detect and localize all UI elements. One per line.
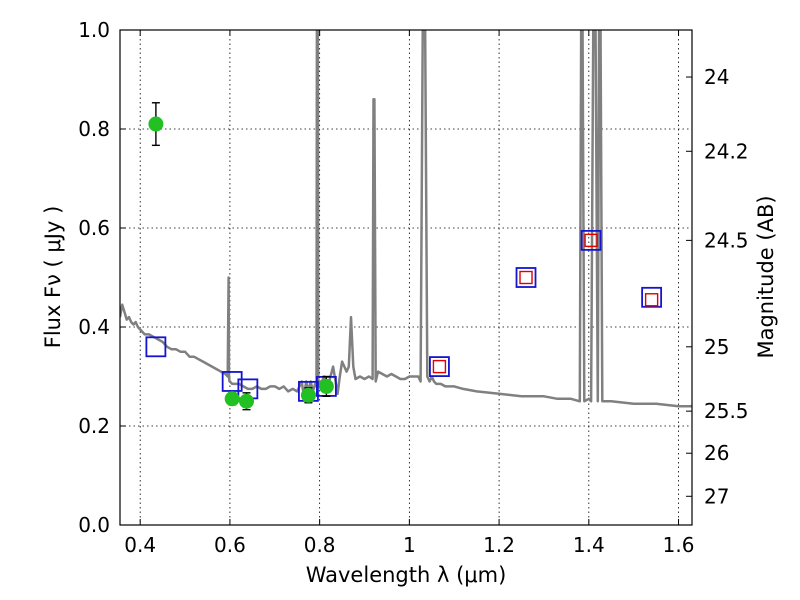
plot-frame	[119, 29, 693, 526]
detection-point	[148, 116, 164, 132]
x-tick-label: 0.4	[124, 533, 156, 557]
x-axis-label: Wavelength λ (μm)	[306, 563, 507, 587]
detection-point	[300, 387, 316, 403]
y2-tick-label: 27	[704, 484, 729, 508]
upper-limit-square	[432, 359, 447, 374]
y-tick-label: 0.0	[78, 513, 110, 537]
x-tick-label: 1	[403, 533, 416, 557]
detection-point	[239, 393, 255, 409]
y-tick-label: 0.4	[78, 315, 110, 339]
ticks: 0.4 0.6 0.8 1 1.2 1.4 1.6 0.0 0.2 0.4 0.6 0.8 1.0 24 2…	[78, 18, 748, 557]
y2-tick-label: 24.2	[704, 139, 749, 163]
y2-tick-label: 26	[704, 441, 729, 465]
y-tick-label: 0.6	[78, 216, 110, 240]
y2-tick-label: 24	[704, 65, 729, 89]
model-photometry-square	[221, 371, 243, 392]
y-tick-label: 0.2	[78, 414, 110, 438]
y-axis-label: Flux Fν ( μJy )	[41, 206, 65, 349]
y2-axis-label: Magnitude (AB)	[754, 195, 778, 358]
plot-area	[120, 30, 692, 411]
x-tick-label: 1.2	[483, 533, 515, 557]
x-tick-label: 0.6	[214, 533, 246, 557]
upper-limit-square	[519, 270, 533, 285]
x-tick-label: 1.6	[663, 533, 695, 557]
model-photometry-square	[515, 267, 537, 288]
model-photometry-square	[429, 356, 450, 378]
y-tick-label: 1.0	[78, 18, 110, 42]
y2-tick-label: 24.5	[704, 228, 749, 252]
y2-tick-label: 25	[704, 335, 729, 359]
upper-limit-square	[584, 233, 598, 248]
model-photometry-square	[145, 336, 167, 358]
detection-point	[224, 391, 240, 407]
x-tick-label: 1.4	[573, 533, 605, 557]
upper-limit-square	[644, 293, 659, 307]
detection-point	[318, 378, 334, 394]
model-photometry-square	[580, 229, 602, 251]
y2-tick-label: 25.5	[704, 399, 749, 423]
y-tick-label: 0.8	[78, 117, 110, 141]
model-spectrum-line	[120, 30, 692, 408]
grid	[120, 30, 692, 525]
model-photometry-square	[641, 286, 663, 308]
x-tick-label: 0.8	[304, 533, 336, 557]
